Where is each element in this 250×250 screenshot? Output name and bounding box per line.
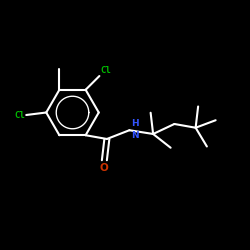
Text: Cl: Cl — [100, 66, 112, 75]
Text: H: H — [131, 119, 138, 128]
Text: Cl: Cl — [14, 110, 25, 120]
Text: O: O — [100, 163, 109, 173]
Text: N: N — [131, 132, 138, 140]
